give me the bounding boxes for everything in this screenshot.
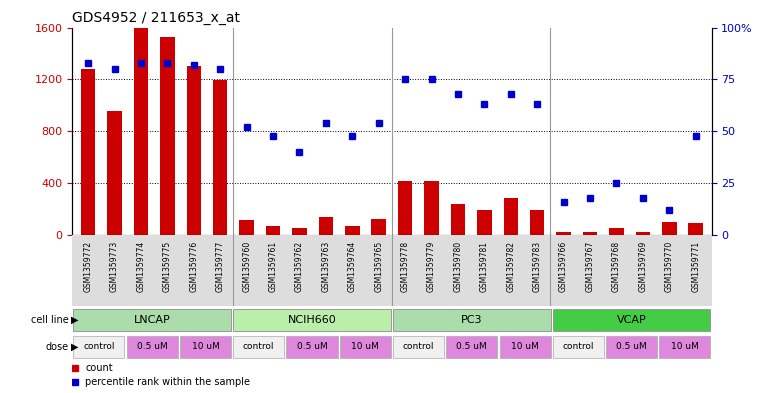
Text: 10 uM: 10 uM	[192, 342, 219, 351]
Bar	[292, 228, 307, 235]
Text: GSM1359780: GSM1359780	[454, 241, 463, 292]
Text: GSM1359771: GSM1359771	[691, 241, 700, 292]
Bar	[81, 69, 95, 235]
Text: control: control	[562, 342, 594, 351]
Bar	[662, 222, 677, 235]
Text: control: control	[83, 342, 115, 351]
Text: GSM1359774: GSM1359774	[136, 241, 145, 292]
Text: GSM1359764: GSM1359764	[348, 241, 357, 292]
Text: dose: dose	[46, 342, 68, 352]
Text: GSM1359776: GSM1359776	[189, 241, 199, 292]
Bar	[425, 182, 439, 235]
Text: ▶: ▶	[71, 342, 78, 352]
Text: NCIH660: NCIH660	[288, 315, 336, 325]
Text: 0.5 uM: 0.5 uM	[616, 342, 647, 351]
Text: GSM1359775: GSM1359775	[163, 241, 172, 292]
Text: GSM1359778: GSM1359778	[400, 241, 409, 292]
Bar	[689, 223, 703, 235]
Bar	[609, 228, 624, 235]
Text: GSM1359762: GSM1359762	[295, 241, 304, 292]
Bar	[552, 336, 604, 358]
Bar	[134, 28, 148, 235]
Bar	[126, 336, 178, 358]
Text: GSM1359763: GSM1359763	[321, 241, 330, 292]
Bar	[73, 309, 231, 331]
Bar	[606, 336, 658, 358]
Text: GSM1359761: GSM1359761	[269, 241, 278, 292]
Bar	[319, 217, 333, 235]
Text: GSM1359779: GSM1359779	[427, 241, 436, 292]
Bar	[451, 204, 465, 235]
Text: GDS4952 / 211653_x_at: GDS4952 / 211653_x_at	[72, 11, 240, 25]
Text: 10 uM: 10 uM	[352, 342, 379, 351]
Text: control: control	[403, 342, 435, 351]
Text: GSM1359765: GSM1359765	[374, 241, 384, 292]
Bar	[499, 336, 551, 358]
Bar	[160, 37, 175, 235]
Text: ▶: ▶	[71, 315, 78, 325]
Bar	[186, 66, 201, 235]
Text: 0.5 uM: 0.5 uM	[457, 342, 487, 351]
Bar	[504, 198, 518, 235]
Text: GSM1359777: GSM1359777	[215, 241, 224, 292]
Text: GSM1359770: GSM1359770	[665, 241, 673, 292]
Bar	[213, 80, 228, 235]
Bar	[180, 336, 231, 358]
Text: 10 uM: 10 uM	[511, 342, 539, 351]
Bar	[266, 226, 280, 235]
Bar	[552, 309, 711, 331]
Text: 0.5 uM: 0.5 uM	[297, 342, 327, 351]
Text: percentile rank within the sample: percentile rank within the sample	[85, 377, 250, 387]
Text: cell line: cell line	[30, 315, 68, 325]
Bar	[73, 336, 125, 358]
Bar	[530, 210, 544, 235]
Bar	[339, 336, 391, 358]
Bar	[345, 226, 359, 235]
Text: control: control	[243, 342, 275, 351]
Text: GSM1359768: GSM1359768	[612, 241, 621, 292]
Text: 10 uM: 10 uM	[671, 342, 699, 351]
Text: GSM1359773: GSM1359773	[110, 241, 119, 292]
Text: LNCAP: LNCAP	[134, 315, 170, 325]
Bar	[286, 336, 338, 358]
Text: GSM1359772: GSM1359772	[84, 241, 93, 292]
Bar	[398, 182, 412, 235]
Bar	[233, 336, 285, 358]
Bar	[240, 220, 254, 235]
Text: VCAP: VCAP	[616, 315, 647, 325]
Bar	[583, 231, 597, 235]
Text: count: count	[85, 364, 113, 373]
Text: GSM1359769: GSM1359769	[638, 241, 648, 292]
Text: GSM1359766: GSM1359766	[559, 241, 568, 292]
Bar	[233, 309, 391, 331]
Bar	[393, 309, 551, 331]
Text: GSM1359781: GSM1359781	[480, 241, 489, 292]
Text: GSM1359760: GSM1359760	[242, 241, 251, 292]
Text: GSM1359782: GSM1359782	[506, 241, 515, 292]
Bar	[446, 336, 498, 358]
Text: 0.5 uM: 0.5 uM	[137, 342, 167, 351]
Bar	[107, 111, 122, 235]
Text: GSM1359783: GSM1359783	[533, 241, 542, 292]
Text: PC3: PC3	[461, 315, 482, 325]
Bar	[393, 336, 444, 358]
Bar	[477, 210, 492, 235]
Bar	[371, 219, 386, 235]
Bar	[659, 336, 711, 358]
Bar	[635, 231, 650, 235]
Bar	[556, 231, 571, 235]
Text: GSM1359767: GSM1359767	[585, 241, 594, 292]
